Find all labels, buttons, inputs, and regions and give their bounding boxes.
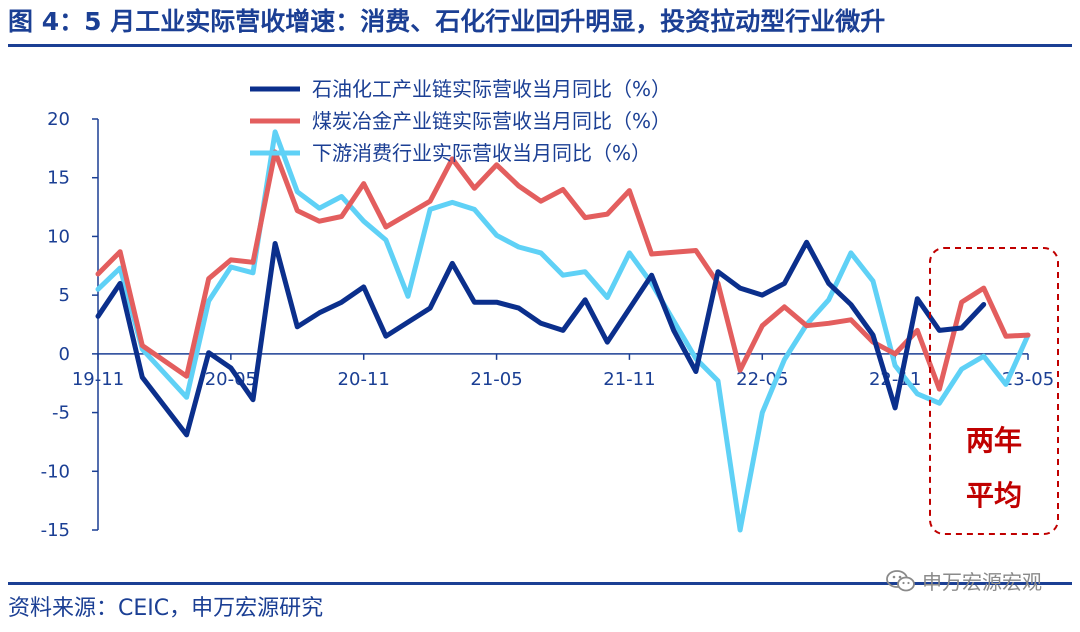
y-tick-label: 15 xyxy=(47,168,70,189)
y-tick-label: -15 xyxy=(41,520,70,541)
watermark: 申万宏源宏观 xyxy=(886,566,1042,595)
y-tick-label: 5 xyxy=(59,285,70,306)
y-tick-label: 10 xyxy=(47,226,70,247)
chart-title: 图 4：5 月工业实际营收增速：消费、石化行业回升明显，投资拉动型行业微升 xyxy=(8,7,886,36)
annotation-line-1: 两年 xyxy=(966,424,1022,457)
y-tick-label: -5 xyxy=(52,403,70,424)
y-tick-label: -10 xyxy=(41,461,70,482)
legend-label-3: 下游消费行业实际营收当月同比（%） xyxy=(312,141,651,165)
x-tick-label: 21-05 xyxy=(470,369,522,390)
annotation-box xyxy=(929,247,1059,535)
legend-label-2: 煤炭冶金产业链实际营收当月同比（%） xyxy=(312,109,671,133)
series-line-2 xyxy=(95,149,1031,392)
x-tick-label: 21-11 xyxy=(603,369,655,390)
watermark-text: 申万宏源宏观 xyxy=(922,570,1042,594)
annotation-line-2: 平均 xyxy=(966,479,1022,512)
y-tick-label: 0 xyxy=(59,344,70,365)
x-tick-label: 23-05 xyxy=(1002,369,1054,390)
legend-label-1: 石油化工产业链实际营收当月同比（%） xyxy=(312,77,671,101)
chart-annotation: 两年 平均 xyxy=(929,247,1059,535)
source-rule xyxy=(8,582,1072,585)
x-tick-label: 20-11 xyxy=(338,369,390,390)
y-tick-label: 20 xyxy=(47,109,70,130)
wechat-icon xyxy=(886,569,915,591)
title-rule xyxy=(8,44,1072,47)
source-note: 资料来源：CEIC，申万宏源研究 xyxy=(8,596,324,621)
chart-legend: 石油化工产业链实际营收当月同比（%） 煤炭冶金产业链实际营收当月同比（%） 下游消费… xyxy=(250,77,671,165)
x-tick-label: 19-11 xyxy=(72,369,124,390)
chart-series xyxy=(95,129,1031,533)
series-line-1 xyxy=(95,239,987,438)
